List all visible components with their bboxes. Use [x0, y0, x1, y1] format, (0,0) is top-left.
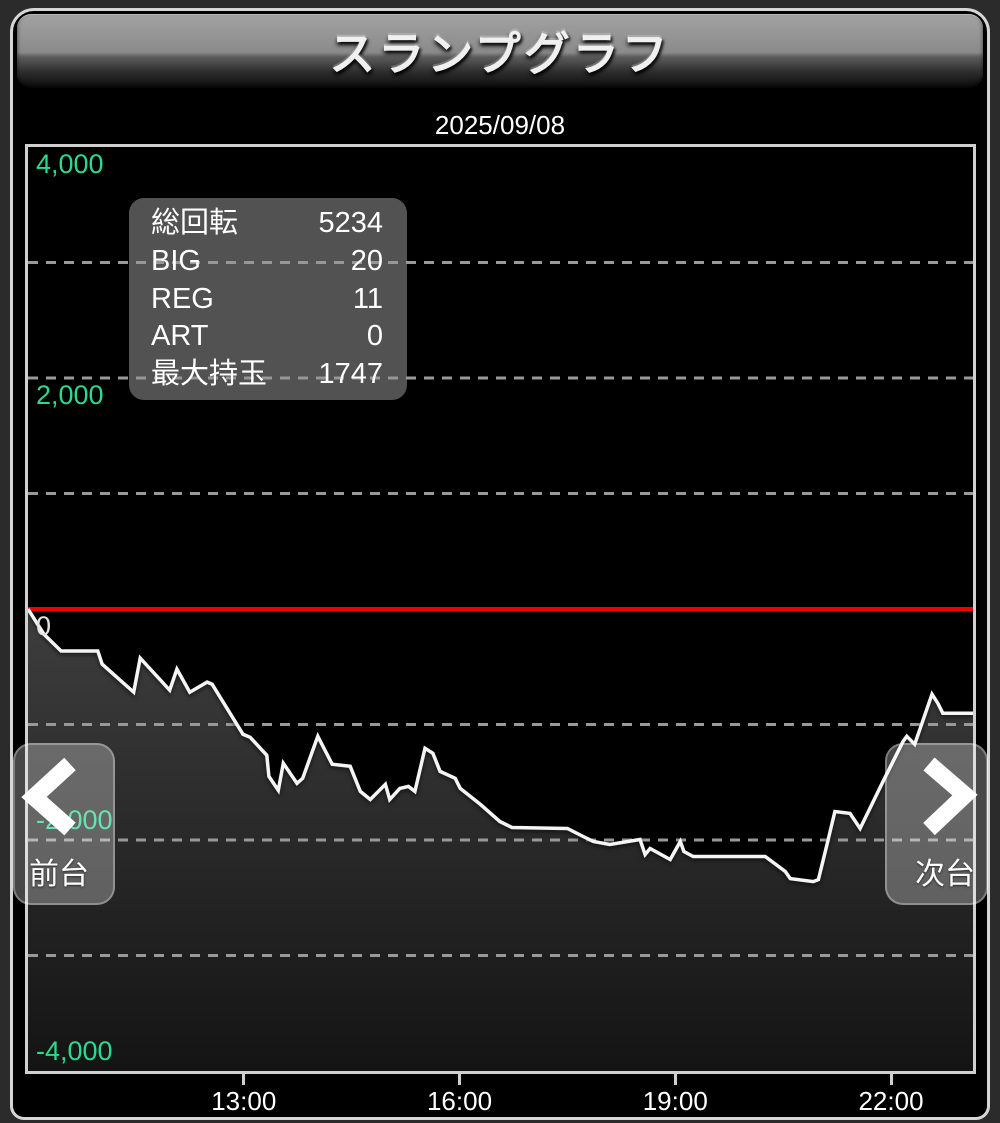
stat-label: 総回転 [151, 207, 239, 239]
title-bar: スランプグラフ [17, 14, 983, 88]
stat-value: 11 [352, 282, 383, 315]
x-axis-tick [242, 1074, 246, 1085]
slump-chart [28, 261, 973, 1071]
stats-panel: 総回転 5234 BIG 20 REG 11 ART 0 最大持玉 1747 [129, 198, 407, 400]
slump-line [28, 608, 973, 884]
x-axis-label: 13:00 [211, 1086, 277, 1116]
stat-value: 20 [350, 244, 383, 277]
y-axis-label: -4,000 [36, 1036, 113, 1066]
date-label: 2025/09/08 [434, 110, 566, 140]
stat-row: 総回転 5234 [151, 209, 383, 238]
stat-label: BIG [151, 244, 201, 277]
page-title: スランプグラフ [329, 28, 671, 80]
y-axis-label: 4,000 [36, 149, 104, 179]
prev-machine-label: 前台 [29, 858, 89, 891]
chevron-left-icon [21, 757, 76, 836]
stat-row: REG 11 [151, 282, 383, 315]
y-axis-label: 0 [36, 611, 52, 641]
stat-label: ART [151, 320, 209, 353]
x-axis-tick [458, 1074, 461, 1085]
x-axis-label: 19:00 [642, 1086, 708, 1116]
x-axis-label: 22:00 [858, 1086, 924, 1116]
x-axis-tick [889, 1074, 893, 1085]
next-machine-label: 次台 [915, 858, 975, 891]
stat-value: 5234 [318, 207, 383, 239]
prev-machine-button[interactable]: 前台 [13, 743, 115, 905]
x-axis-tick [673, 1074, 677, 1085]
stat-value: 1747 [318, 358, 383, 390]
x-axis-label: 16:00 [426, 1086, 493, 1116]
stat-row: 最大持玉 1747 [151, 360, 383, 389]
stat-label: 最大持玉 [151, 358, 268, 390]
chevron-right-icon [923, 757, 978, 836]
stat-label: REG [151, 282, 214, 315]
stat-row: ART 0 [151, 322, 383, 351]
stat-value: 0 [366, 320, 383, 353]
y-axis-label: 2,000 [36, 380, 104, 410]
next-machine-button[interactable]: 次台 [885, 743, 988, 905]
stat-row: BIG 20 [151, 244, 383, 277]
